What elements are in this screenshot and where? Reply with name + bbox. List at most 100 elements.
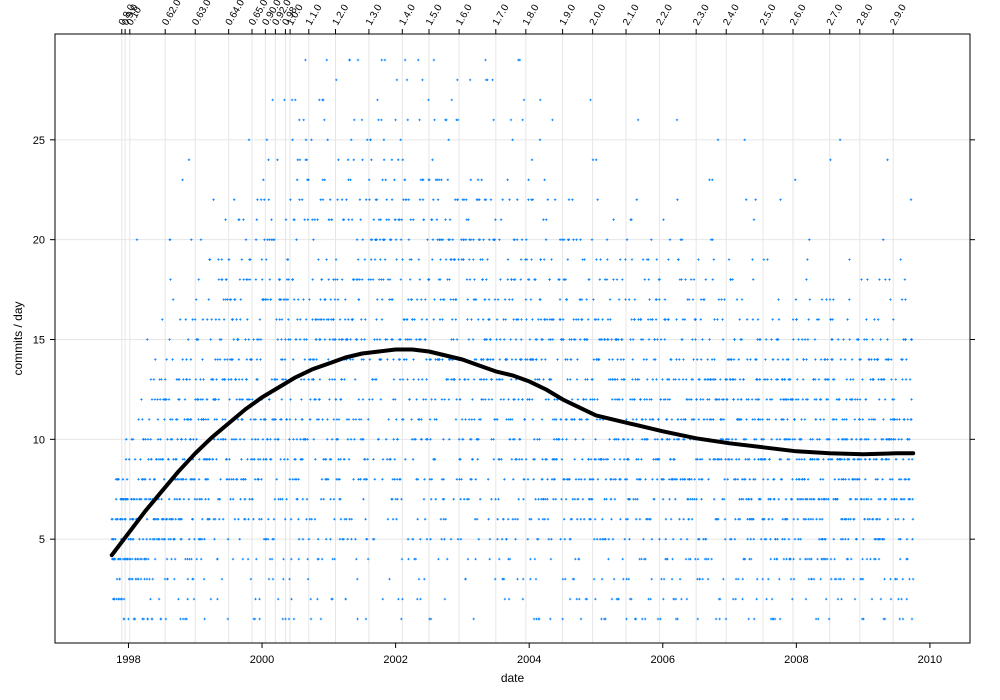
data-point [862, 617, 865, 621]
data-point [331, 378, 334, 381]
data-point [202, 577, 206, 581]
data-point [561, 318, 565, 321]
data-point [214, 398, 217, 401]
data-point [668, 498, 671, 501]
data-point [167, 458, 170, 461]
data-point [503, 338, 506, 341]
data-point [468, 78, 472, 82]
data-point [787, 358, 790, 361]
data-point [395, 518, 398, 521]
data-point [419, 597, 422, 601]
data-point [354, 378, 357, 381]
data-point [762, 258, 766, 261]
data-point [418, 198, 422, 201]
data-point [497, 498, 500, 501]
release-label: 1.6.0 [454, 2, 475, 27]
data-point [423, 577, 426, 581]
data-point [717, 518, 720, 521]
data-point [881, 438, 885, 441]
data-point [332, 498, 336, 501]
data-point [227, 258, 231, 261]
data-point [801, 398, 804, 401]
data-point [316, 218, 319, 221]
data-point [770, 438, 773, 441]
data-point [328, 398, 331, 401]
data-point [485, 278, 488, 281]
data-point [273, 498, 277, 501]
y-axis-title: commits / day [11, 301, 25, 375]
data-point [209, 338, 212, 341]
data-point [791, 597, 794, 601]
data-point [267, 198, 270, 201]
data-point [609, 318, 612, 321]
data-point [507, 398, 510, 401]
data-point [836, 597, 840, 601]
data-point [401, 158, 404, 161]
data-point [495, 338, 498, 341]
data-point [338, 478, 341, 481]
data-point [453, 258, 456, 261]
data-point [525, 258, 529, 261]
data-point [171, 418, 174, 421]
data-point [305, 318, 308, 321]
data-point [168, 338, 171, 341]
data-point [751, 418, 754, 421]
data-point [462, 238, 465, 241]
data-point [184, 318, 187, 321]
data-point [291, 138, 294, 141]
data-point [535, 617, 538, 621]
data-point [537, 518, 541, 521]
data-point [760, 538, 763, 541]
data-point [634, 378, 637, 381]
data-point [713, 318, 716, 321]
data-point [343, 458, 346, 461]
data-point [907, 458, 911, 461]
data-point [460, 238, 463, 241]
data-point [162, 518, 165, 521]
data-point [368, 198, 371, 201]
data-point [360, 318, 363, 321]
data-point [167, 398, 171, 401]
data-point [409, 218, 412, 221]
data-point [646, 438, 649, 441]
data-point [703, 298, 706, 301]
data-point [435, 418, 438, 421]
data-point [572, 577, 576, 581]
data-point [689, 278, 693, 281]
data-point [762, 438, 765, 441]
data-point [248, 278, 252, 281]
data-point [575, 378, 579, 381]
data-point [544, 238, 548, 241]
data-point [559, 418, 563, 421]
data-point [429, 617, 433, 621]
data-point [218, 498, 221, 501]
data-point [674, 597, 678, 601]
data-point [911, 518, 915, 521]
data-point [708, 398, 711, 401]
data-point [448, 278, 451, 281]
data-point [268, 398, 271, 401]
data-point [174, 518, 177, 521]
data-point [818, 498, 821, 501]
data-point [566, 378, 569, 381]
data-point [698, 538, 701, 541]
data-point [179, 318, 182, 321]
data-point [806, 478, 810, 481]
data-point [411, 458, 415, 461]
data-point [579, 238, 582, 241]
data-point [644, 418, 647, 421]
data-point [561, 438, 564, 441]
data-point [904, 378, 908, 381]
data-point [753, 458, 756, 461]
data-point [847, 458, 851, 461]
data-point [441, 318, 444, 321]
data-point [852, 577, 855, 581]
data-point [817, 378, 821, 381]
data-point [727, 438, 730, 441]
data-point [238, 438, 242, 441]
data-point [502, 518, 505, 521]
data-point [357, 258, 360, 261]
data-point [794, 298, 798, 301]
data-point [882, 538, 886, 541]
data-point [608, 298, 612, 301]
